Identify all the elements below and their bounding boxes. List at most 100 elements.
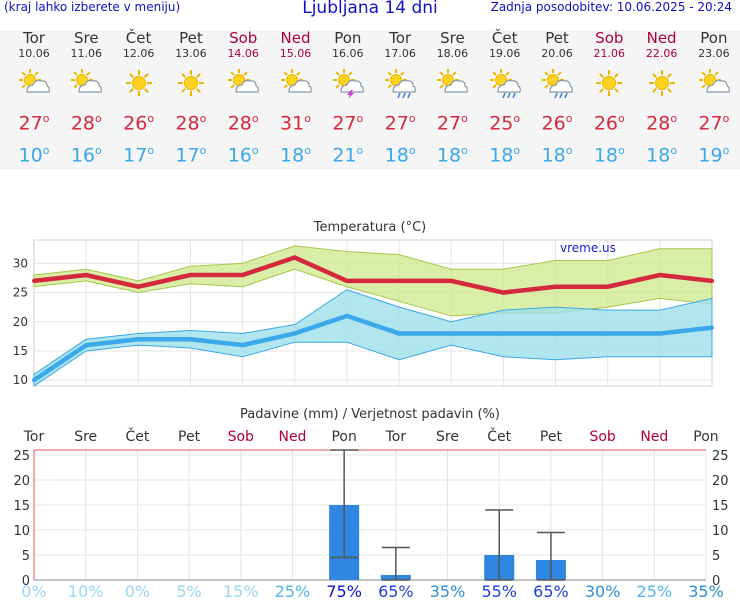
max-temperature-value: 26 <box>541 112 566 135</box>
sun-cloud-icon <box>280 69 312 93</box>
day-column: Sob 14.06 28o 16o <box>217 30 269 167</box>
min-temperature-point <box>449 331 454 336</box>
min-temperature-point <box>657 331 662 336</box>
precipitation-error-bar <box>330 449 359 559</box>
min-temperature-value: 18 <box>593 144 619 167</box>
max-temperature-value: 27 <box>18 112 43 135</box>
sun-rain-icon <box>385 69 416 98</box>
day-name: Ned <box>280 29 311 47</box>
y-tick-label-right: 0 <box>712 574 720 589</box>
min-temperature-value: 17 <box>175 144 200 167</box>
precipitation-probability-label: 30% <box>585 582 621 600</box>
max-temperature: 25o <box>479 108 531 134</box>
precipitation-probability-label: 15% <box>223 582 259 600</box>
x-tick-label: Pet <box>540 429 563 445</box>
max-temperature: 27o <box>8 108 60 134</box>
day-date: 12.06 <box>122 47 155 60</box>
day-date: 22.06 <box>645 47 678 60</box>
degree-symbol: o <box>147 112 155 125</box>
precipitation-probability-label: 35% <box>430 582 466 600</box>
x-tick-label: Čet <box>125 427 149 445</box>
degree-symbol: o <box>722 144 730 158</box>
degree-symbol: o <box>42 144 50 158</box>
precipitation-probability-label: 55% <box>481 582 517 600</box>
day-name: Sre <box>74 29 99 47</box>
day-column: Pet 13.06 28o 17o <box>165 30 217 167</box>
x-tick-label: Pon <box>331 429 356 445</box>
precipitation-probability-label: 65% <box>533 582 569 600</box>
sun-rain-icon <box>489 69 521 98</box>
min-temperature-point <box>188 337 193 342</box>
page-title: Ljubljana 14 dni <box>302 0 438 18</box>
y-tick-label: 15 <box>13 344 28 358</box>
day-date: 18.06 <box>436 47 469 60</box>
sun-cloud-icon <box>19 69 50 93</box>
x-tick-label: Pet <box>178 429 201 445</box>
y-tick-label: 20 <box>13 315 28 329</box>
max-temperature: 26o <box>583 108 635 134</box>
day-column: Tor 17.06 27o 18o <box>374 30 426 167</box>
max-temperature: 28o <box>636 108 688 134</box>
day-date: 14.06 <box>227 47 259 60</box>
degree-symbol: o <box>513 112 521 125</box>
max-temperature-point <box>344 278 349 283</box>
y-tick-label: 30 <box>13 256 28 270</box>
day-column: Sre 18.06 27o 18o <box>426 30 478 167</box>
sun-cloud-icon <box>698 69 730 93</box>
min-temperature-value: 18 <box>489 144 514 167</box>
degree-symbol: o <box>199 144 207 158</box>
day-date: 21.06 <box>593 47 626 60</box>
y-tick-label-left: 25 <box>13 449 30 464</box>
degree-symbol: o <box>199 112 207 125</box>
day-name: Čet <box>491 29 518 47</box>
precipitation-error-bar <box>536 531 565 581</box>
min-temperature-value: 19 <box>698 144 723 167</box>
precipitation-probability-label: 25% <box>275 582 311 600</box>
header: (kraj lahko izberete v meniju) Ljubljana… <box>0 0 740 22</box>
day-date: 23.06 <box>698 47 730 60</box>
min-temperature-point <box>553 331 558 336</box>
max-temperature: 27o <box>374 108 426 134</box>
degree-symbol: o <box>722 112 730 125</box>
sun-icon <box>596 70 623 96</box>
watermark: vreme.us <box>560 241 616 255</box>
max-temperature-value: 27 <box>436 112 462 135</box>
min-temperature: 18o <box>479 140 531 166</box>
min-temperature-point <box>605 331 610 336</box>
y-tick-label-left: 15 <box>13 499 30 514</box>
x-tick-label: Pon <box>693 429 718 445</box>
precipitation-chart: 0 0 5 5 10 10 15 15 20 20 25 25 Tor Sre Čet Pet Sob Ned Po… <box>13 427 729 600</box>
day-name: Ned <box>646 29 677 47</box>
degree-symbol: o <box>251 144 259 158</box>
max-temperature-value: 27 <box>332 112 357 135</box>
min-temperature-value: 10 <box>18 144 43 167</box>
y-tick-label-right: 20 <box>712 474 729 489</box>
min-temperature: 16o <box>217 140 269 166</box>
sun-icon <box>125 70 152 96</box>
day-date: 13.06 <box>175 47 207 60</box>
day-column: Pon 16.06 27o 21o <box>322 30 374 167</box>
sun-icon <box>177 70 204 96</box>
location-menu-hint[interactable]: (kraj lahko izberete v meniju) <box>4 0 181 14</box>
y-tick-label-left: 0 <box>22 574 30 589</box>
min-temperature-point <box>397 331 402 336</box>
max-temperature: 28o <box>60 108 112 134</box>
min-temperature-point <box>136 337 141 342</box>
precipitation-probability-label: 35% <box>688 582 724 600</box>
max-temperature-point <box>397 278 402 283</box>
max-temperature-value: 27 <box>384 112 409 135</box>
max-temperature-point <box>605 284 610 289</box>
degree-symbol: o <box>618 144 625 158</box>
day-name: Pet <box>545 29 569 47</box>
x-tick-label: Ned <box>640 429 668 445</box>
day-date: 11.06 <box>70 47 103 60</box>
degree-symbol: o <box>147 144 155 158</box>
day-name: Pon <box>334 29 362 47</box>
y-tick-label-right: 5 <box>712 549 720 564</box>
x-tick-label: Ned <box>278 429 306 445</box>
degree-symbol: o <box>356 144 364 158</box>
max-temperature-value: 26 <box>123 112 148 135</box>
day-name: Tor <box>23 29 45 47</box>
min-temperature-line <box>32 313 713 383</box>
max-temperature: 28o <box>217 108 269 134</box>
